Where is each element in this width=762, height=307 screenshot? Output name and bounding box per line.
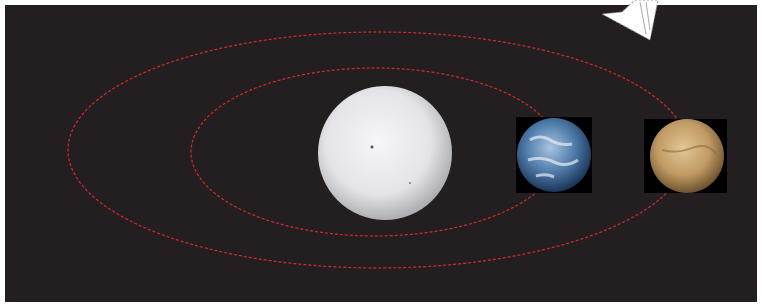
diagram [0,0,762,307]
earth [517,118,591,192]
sun [318,86,452,220]
sunspot [371,146,374,149]
mars [650,119,724,193]
sunspot [409,182,411,184]
page: {} (() => { const data = JSON.parse(d [0,0,762,307]
